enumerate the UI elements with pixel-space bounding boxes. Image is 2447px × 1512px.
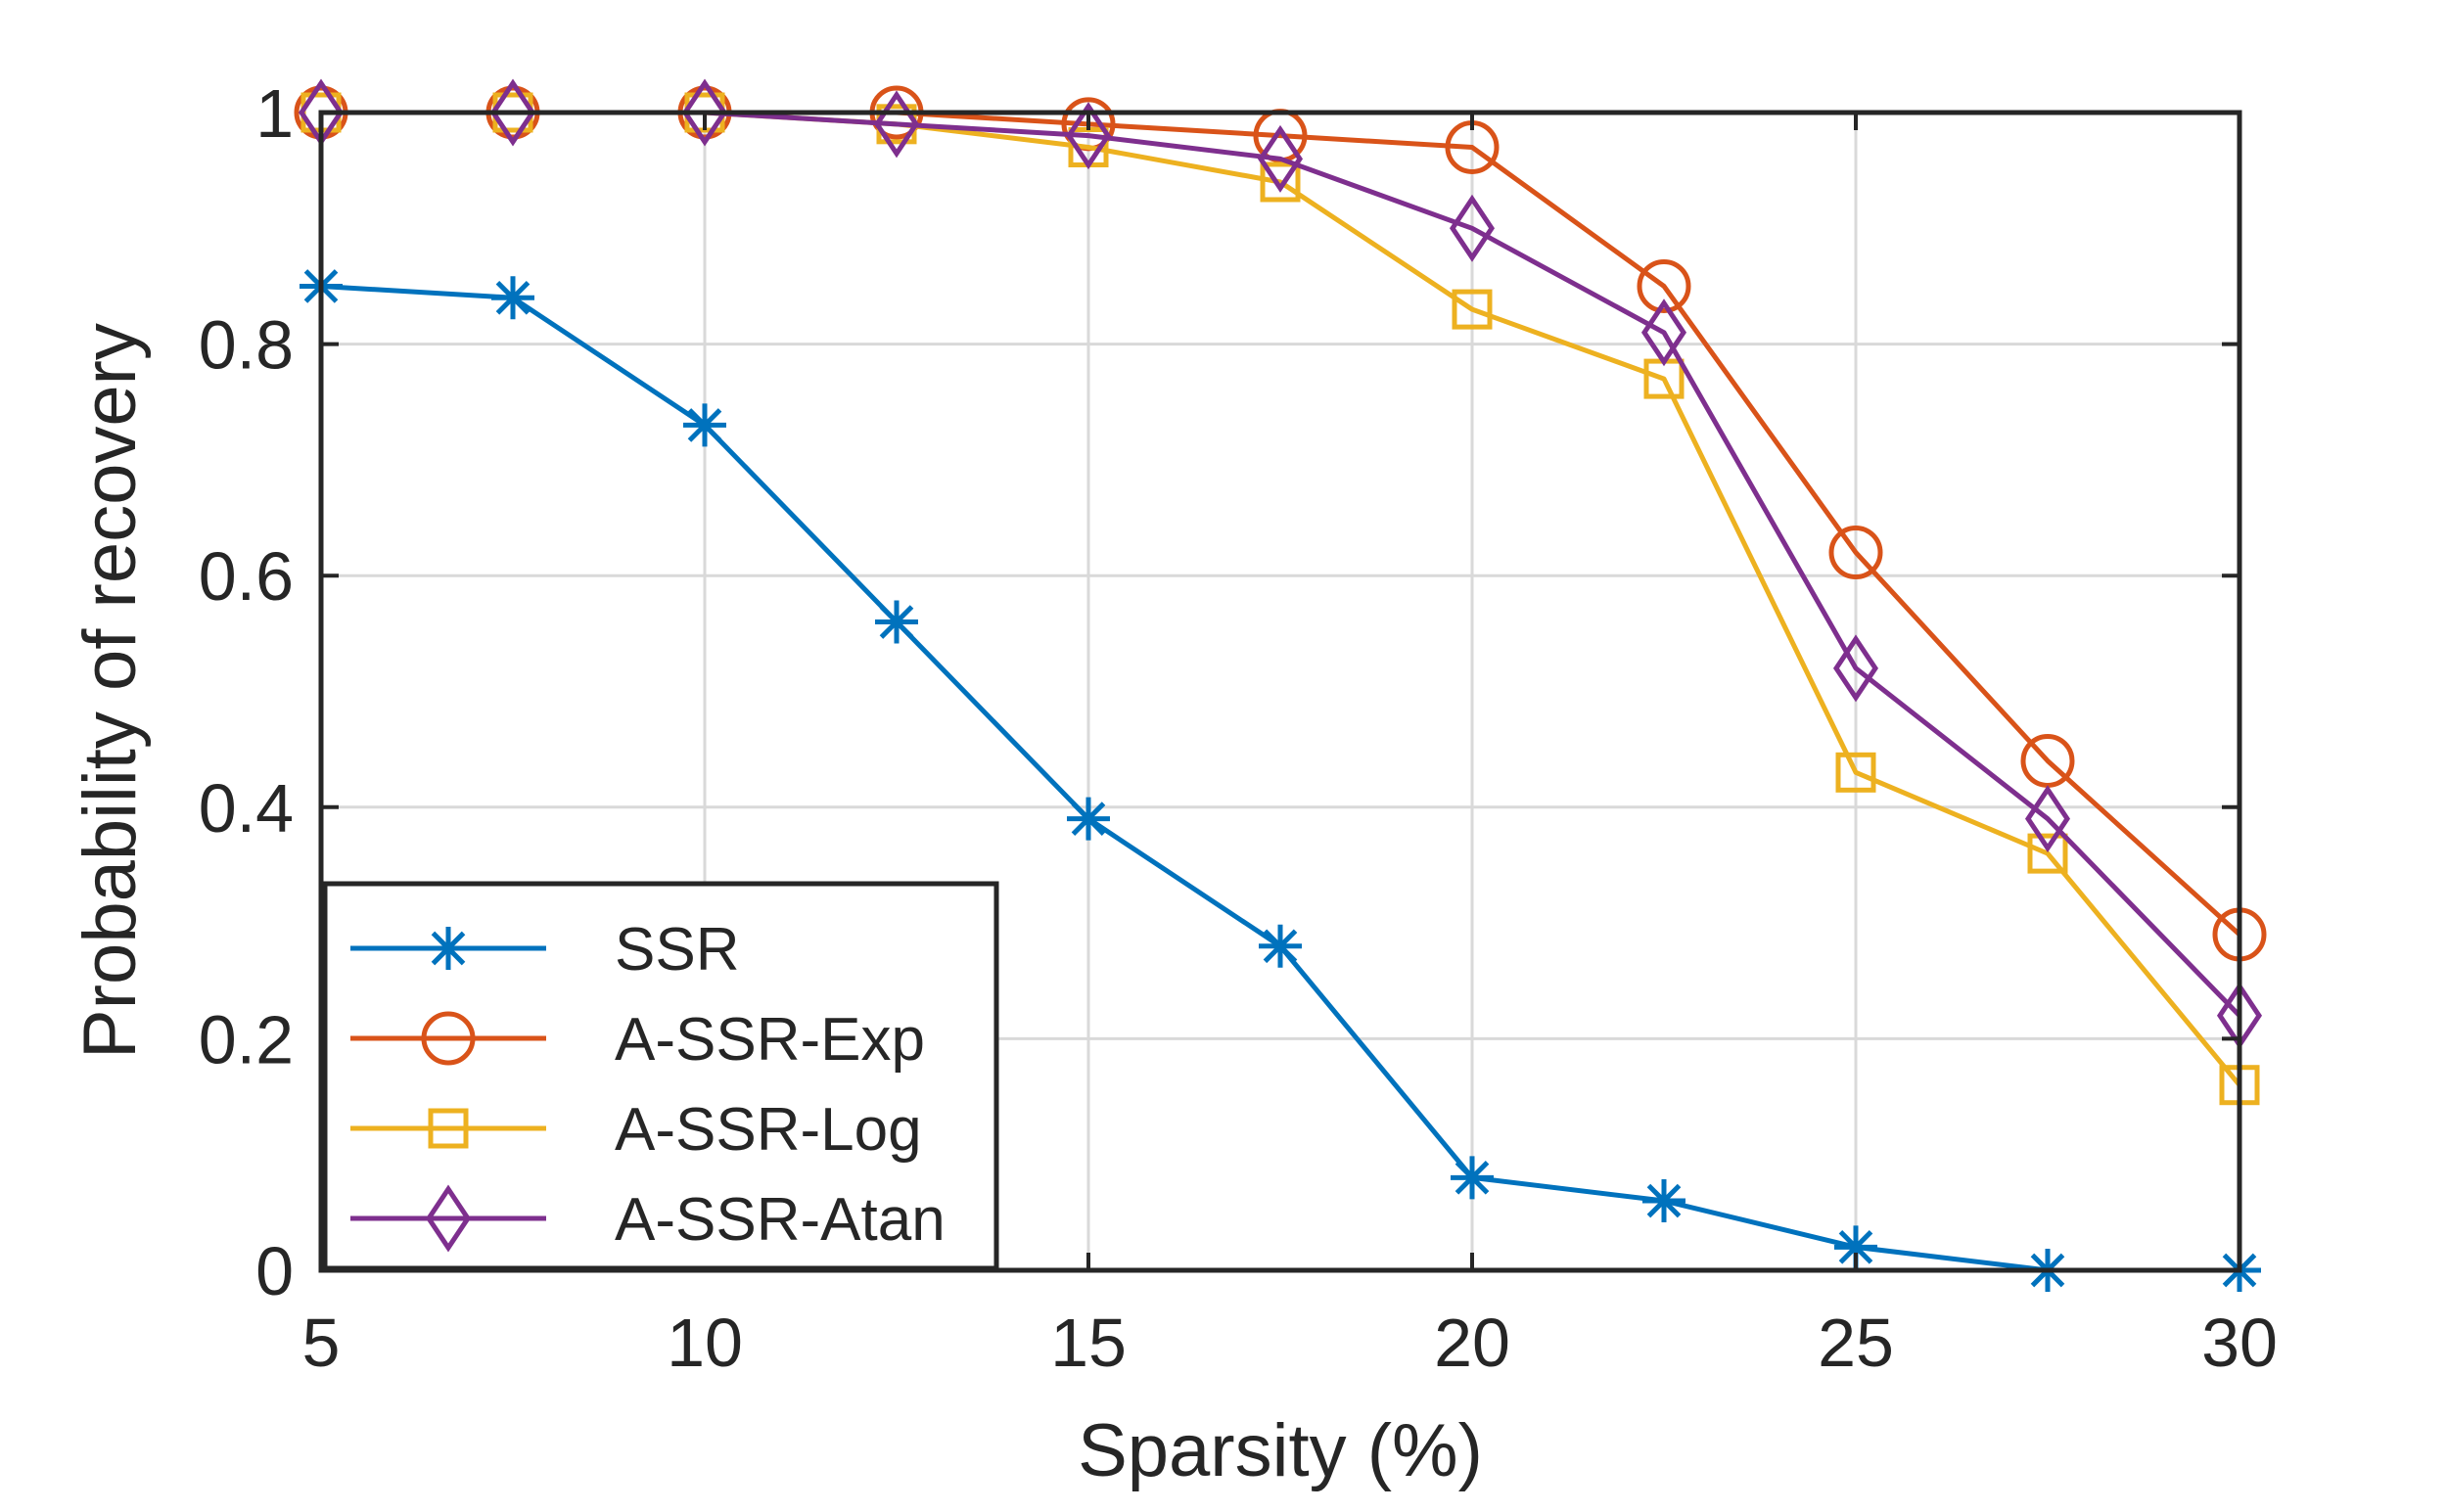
data-point bbox=[1452, 289, 1493, 330]
y-tick-label: 1 bbox=[255, 75, 294, 152]
data-point bbox=[1637, 258, 1691, 313]
legend-label: SSR bbox=[615, 916, 739, 984]
x-tick-label: 15 bbox=[1050, 1305, 1127, 1381]
legend-item: SSR bbox=[350, 916, 739, 984]
data-point bbox=[1828, 526, 1883, 580]
x-axis-title: Sparsity (%) bbox=[1078, 1409, 1483, 1492]
axis-ticks: 5 10 15 20 25 30 0 0.2 0.4 0.6 0.8 1 bbox=[199, 75, 2278, 1381]
legend-marker bbox=[421, 1011, 476, 1066]
legend-marker bbox=[425, 1184, 472, 1253]
data-point bbox=[1835, 752, 1876, 793]
legend-item: A-SSR-Atan bbox=[350, 1184, 946, 1254]
data-point bbox=[2024, 785, 2071, 853]
data-point bbox=[2027, 833, 2068, 874]
legend-label: A-SSR-Log bbox=[615, 1096, 922, 1164]
legend-item: A-SSR-Log bbox=[350, 1096, 922, 1164]
data-point bbox=[1067, 797, 1110, 841]
legend: SSR A-SSR-Exp A-SSR-Log A-SSR-Atan bbox=[322, 881, 999, 1271]
legend-marker bbox=[428, 1108, 469, 1149]
plot-frame bbox=[318, 110, 2242, 1273]
data-point bbox=[1832, 634, 1879, 703]
y-tick-label: 0 bbox=[255, 1233, 294, 1309]
x-tick-label: 30 bbox=[2201, 1305, 2278, 1381]
data-point bbox=[1065, 102, 1112, 170]
legend-label: A-SSR-Exp bbox=[615, 1006, 925, 1074]
series-line bbox=[321, 110, 2241, 1018]
data-point bbox=[1642, 1179, 1685, 1223]
data-point bbox=[489, 78, 536, 147]
x-tick-label: 20 bbox=[1434, 1305, 1510, 1381]
data-point bbox=[1257, 124, 1304, 193]
x-tick-label: 5 bbox=[302, 1305, 341, 1381]
y-tick-label: 0.4 bbox=[199, 770, 294, 847]
y-axis-title: Probability of recovery bbox=[69, 323, 152, 1059]
data-point bbox=[1259, 924, 1302, 968]
data-point bbox=[681, 78, 728, 147]
x-tick-label: 25 bbox=[1818, 1305, 1894, 1381]
data-point bbox=[491, 276, 534, 320]
data-point bbox=[683, 403, 726, 447]
data-point bbox=[875, 600, 918, 644]
y-tick-label: 0.6 bbox=[199, 538, 294, 615]
data-point bbox=[1449, 194, 1496, 262]
y-tick-label: 0.2 bbox=[199, 1001, 294, 1077]
series-a-ssr-exp bbox=[294, 85, 2267, 962]
y-tick-label: 0.8 bbox=[199, 307, 294, 384]
legend-marker bbox=[427, 927, 470, 970]
data-point bbox=[1260, 161, 1301, 203]
legend-label: A-SSR-Atan bbox=[615, 1186, 946, 1254]
x-tick-label: 10 bbox=[667, 1305, 743, 1381]
data-point bbox=[1451, 1156, 1494, 1200]
legend-item: A-SSR-Exp bbox=[350, 1006, 925, 1074]
data-point bbox=[1640, 298, 1687, 367]
